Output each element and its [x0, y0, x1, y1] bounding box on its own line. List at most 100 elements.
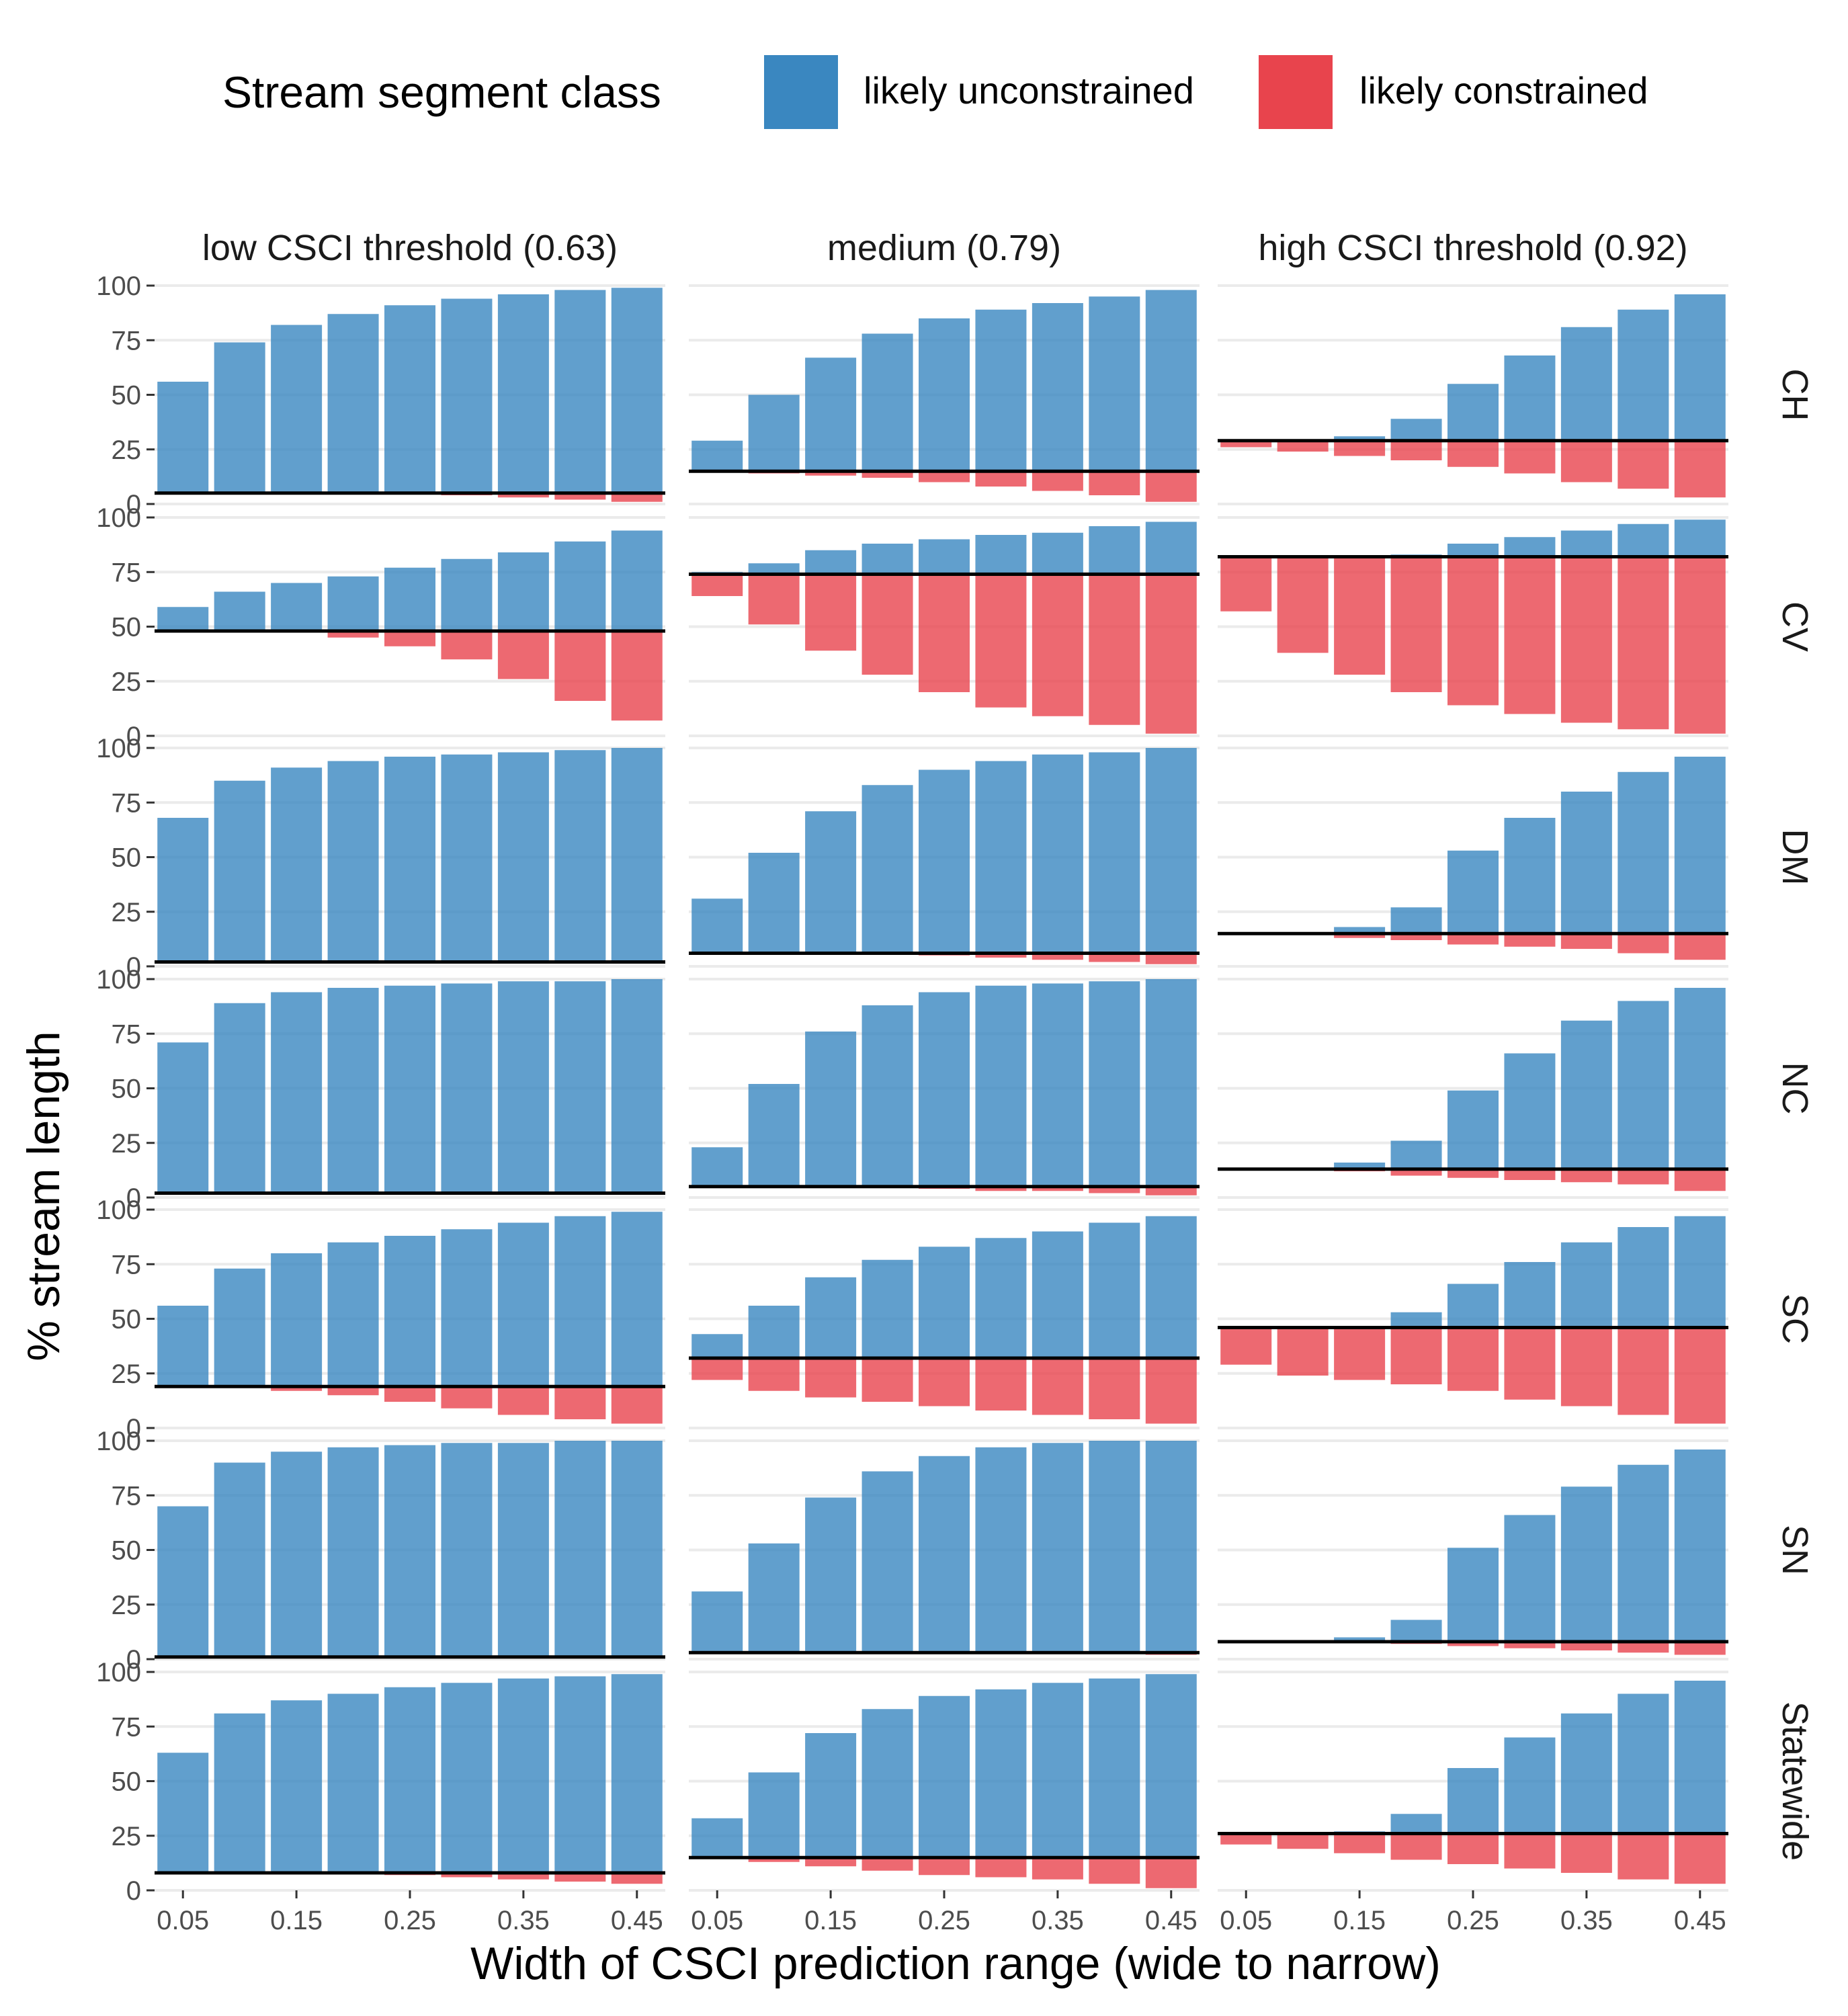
bar-unconstrained [919, 1456, 970, 1653]
panel-NC-1 [689, 978, 1200, 1199]
y-tick-label: 75 [112, 788, 142, 818]
bar-unconstrained [1390, 1140, 1442, 1169]
bar-unconstrained [1674, 519, 1726, 557]
bar-unconstrained [1560, 1242, 1612, 1328]
bar-unconstrained [975, 761, 1027, 954]
bar-constrained [1390, 1169, 1442, 1176]
panel-CV-0 [155, 516, 665, 737]
bar-unconstrained [497, 1678, 549, 1873]
bar-unconstrained [805, 550, 857, 575]
bar-constrained [1220, 1327, 1272, 1365]
bar-unconstrained [497, 981, 549, 1193]
bar-unconstrained [214, 591, 265, 631]
x-tick-label: 0.25 [1447, 1906, 1499, 1935]
bar-constrained [1504, 1833, 1556, 1869]
bar-unconstrained [748, 394, 800, 472]
x-tick-label: 0.45 [1145, 1906, 1198, 1935]
row-strip-label: SN [1775, 1525, 1815, 1575]
bar-unconstrained [441, 754, 493, 962]
panel-CV-2 [1218, 516, 1728, 737]
panel-SN-2 [1218, 1439, 1728, 1661]
bar-unconstrained [1674, 1450, 1726, 1642]
bar-constrained [862, 471, 913, 478]
bar-unconstrained [1390, 1620, 1442, 1642]
bar-constrained [1560, 1169, 1612, 1183]
legend: Stream segment class likely unconstraine… [222, 55, 1648, 129]
bar-unconstrained [691, 440, 743, 472]
bar-unconstrained [748, 1772, 800, 1858]
bar-constrained [441, 1873, 493, 1878]
panel-DM-1 [689, 747, 1200, 968]
bar-unconstrained [441, 1229, 493, 1387]
bar-unconstrained [805, 1277, 857, 1358]
bar-constrained [691, 1358, 743, 1380]
x-tick-label: 0.45 [1674, 1906, 1726, 1935]
bar-constrained [611, 631, 663, 721]
panel-DM-2 [1218, 747, 1728, 968]
bar-unconstrained [1560, 1713, 1612, 1834]
bar-constrained [554, 1873, 606, 1882]
bar-unconstrained [862, 1005, 913, 1187]
bar-unconstrained [919, 769, 970, 954]
bar-unconstrained [497, 552, 549, 631]
row-strip-label: CV [1775, 601, 1815, 652]
bar-unconstrained [1618, 1464, 1669, 1642]
bar-constrained [1618, 933, 1669, 954]
bar-constrained [1089, 574, 1140, 725]
y-tick-label: 0 [126, 722, 141, 751]
y-tick-label: 25 [112, 667, 142, 697]
bar-constrained [384, 631, 435, 646]
bar-unconstrained [1674, 294, 1726, 441]
bar-constrained [748, 1857, 800, 1862]
row-strip-label: NC [1775, 1062, 1815, 1115]
bar-constrained [1334, 933, 1386, 938]
bar-unconstrained [441, 298, 493, 493]
bar-unconstrained [1560, 1020, 1612, 1169]
bar-unconstrained [1504, 1737, 1556, 1834]
bar-unconstrained [554, 541, 606, 631]
bar-constrained [497, 1873, 549, 1880]
y-tick-label: 50 [112, 1536, 142, 1566]
x-tick-label: 0.05 [691, 1906, 743, 1935]
bar-unconstrained [862, 785, 913, 954]
bar-unconstrained [441, 558, 493, 631]
bar-unconstrained [1089, 1441, 1140, 1653]
x-tick-label: 0.25 [384, 1906, 436, 1935]
bar-unconstrained [1390, 419, 1442, 441]
bar-constrained [1277, 1833, 1329, 1849]
y-tick-label: 25 [112, 898, 142, 927]
bar-unconstrained [157, 382, 209, 493]
bar-constrained [975, 1857, 1027, 1878]
bar-constrained [919, 1857, 970, 1876]
bar-unconstrained [919, 1247, 970, 1358]
bar-constrained [497, 493, 549, 498]
y-tick-label: 0 [126, 1183, 141, 1213]
row-strip-label: DM [1775, 829, 1815, 886]
x-tick-label: 0.05 [157, 1906, 209, 1935]
bar-unconstrained [384, 1236, 435, 1387]
bar-unconstrained [384, 1687, 435, 1873]
bar-constrained [975, 1186, 1027, 1191]
bar-unconstrained [1089, 1222, 1140, 1358]
bar-constrained [805, 574, 857, 651]
bar-unconstrained [1504, 1262, 1556, 1328]
bar-constrained [975, 471, 1027, 487]
panel-DM-0 [155, 747, 665, 968]
bar-constrained [1390, 933, 1442, 940]
bar-constrained [1220, 440, 1272, 448]
bar-unconstrained [862, 544, 913, 575]
bar-constrained [1390, 1833, 1442, 1860]
bar-unconstrained [1560, 1486, 1612, 1642]
y-tick-label: 0 [126, 1645, 141, 1675]
y-tick-label: 0 [126, 490, 141, 519]
y-tick-label: 0 [126, 1414, 141, 1443]
bar-constrained [1145, 1857, 1197, 1888]
bar-unconstrained [1618, 523, 1669, 557]
y-tick-label: 100 [96, 1195, 141, 1225]
y-tick-label: 100 [96, 503, 141, 533]
column-strip-label: medium (0.79) [827, 228, 1061, 268]
bar-constrained [1618, 556, 1669, 730]
column-strip-label: high CSCI threshold (0.92) [1258, 228, 1687, 268]
bar-unconstrained [975, 985, 1027, 1187]
bar-constrained [1447, 1833, 1499, 1864]
